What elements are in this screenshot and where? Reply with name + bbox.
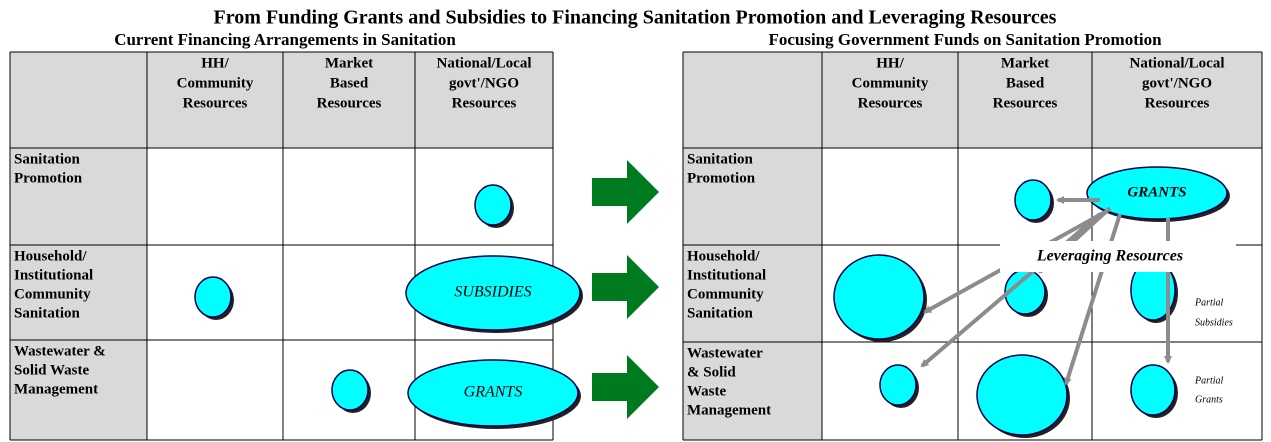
labels: HH/Community Resources Market Based Resource… [14, 55, 1233, 418]
oval [1086, 166, 1228, 220]
arrow [920, 212, 1102, 368]
row-header: Wastewater [687, 345, 763, 361]
column-header: Market [325, 55, 373, 71]
column-header: HH/ [876, 55, 904, 71]
oval [976, 354, 1068, 436]
column-header: Resources [1145, 95, 1210, 111]
oval [1014, 179, 1052, 221]
oval [1130, 364, 1176, 416]
row-header: Sanitation [14, 151, 81, 167]
arrow [592, 355, 659, 419]
note: Grants [1195, 394, 1223, 405]
note: Subsidies [1195, 317, 1233, 328]
oval [407, 359, 579, 427]
column-header: Resources [993, 95, 1058, 111]
row-header: Institutional [687, 267, 766, 283]
oval-label: GRANTS [464, 384, 523, 401]
header-bg [683, 52, 1262, 148]
row-header-bg [10, 148, 147, 440]
column-header: National/Local [436, 55, 531, 71]
row-header-bg [683, 148, 822, 440]
row-header: Sanitation [687, 305, 754, 321]
oval-label: SUBSIDIES [454, 284, 531, 301]
tables [9, 51, 1263, 441]
note: Partial [1194, 297, 1224, 308]
left-subtitle: Current Financing Arrangements in Sanita… [114, 30, 456, 49]
row-header: Sanitation [687, 151, 754, 167]
right-subtitle: Focusing Government Funds on Sanitation … [768, 30, 1162, 49]
row-header: Promotion [14, 170, 83, 186]
column-header: Community [852, 75, 929, 91]
column-header: Community [177, 75, 254, 91]
column-header: Resources [452, 95, 517, 111]
note: Partial [1194, 375, 1224, 386]
column-header: Based [1006, 75, 1045, 91]
column-header: Resources [183, 95, 248, 111]
arrow [592, 255, 659, 319]
title: From Funding Grants and Subsidies to Fin… [214, 7, 1057, 29]
column-header: Resources [317, 95, 382, 111]
row-header: Community [687, 286, 764, 302]
row-header: Management [687, 402, 771, 418]
oval [194, 276, 232, 318]
row-header: Household/ [14, 248, 87, 264]
column-header: Resources [858, 95, 923, 111]
row-header: Promotion [687, 170, 756, 186]
row-header: Institutional [14, 267, 93, 283]
row-header: & Solid [687, 364, 736, 380]
header-bg [10, 52, 553, 148]
row-header: Waste [687, 383, 727, 399]
arrow [592, 160, 659, 224]
row-header: Sanitation [14, 305, 81, 321]
oval [833, 254, 925, 340]
oval [405, 255, 581, 331]
row-header: Household/ [687, 248, 760, 264]
row-header: Wastewater & [14, 343, 106, 359]
grants-label: GRANTS [1127, 184, 1186, 200]
green-arrows [592, 160, 659, 419]
column-header: National/Local [1129, 55, 1224, 71]
oval [879, 364, 917, 406]
oval [331, 369, 369, 411]
column-header: Market [1001, 55, 1049, 71]
row-header: Community [14, 286, 91, 302]
oval [474, 184, 512, 226]
column-header: Based [330, 75, 369, 91]
leveraging-box [1000, 241, 1236, 272]
column-header: HH/ [201, 55, 229, 71]
column-header: govt'/NGO [1142, 75, 1212, 91]
row-header: Management [14, 381, 98, 397]
row-header: Solid Waste [14, 362, 90, 378]
leveraging-label: Leveraging Resources [1036, 248, 1183, 265]
column-header: govt'/NGO [449, 75, 519, 91]
